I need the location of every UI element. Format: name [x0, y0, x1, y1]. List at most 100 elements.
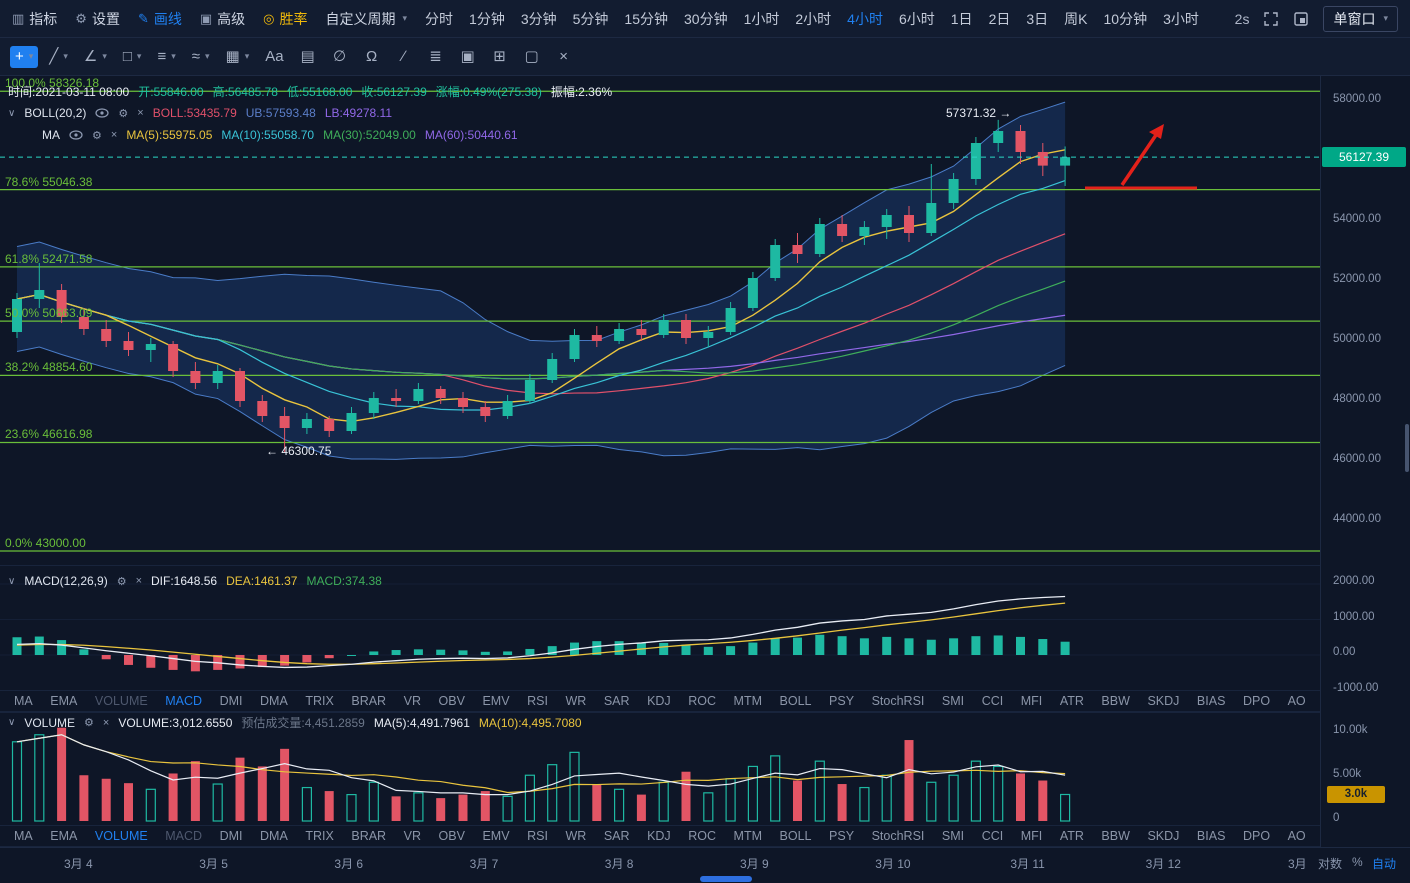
- settings-menu[interactable]: ⚙ 设置: [75, 9, 120, 29]
- tab-skdj[interactable]: SKDJ: [1147, 694, 1180, 708]
- indicators-menu[interactable]: ▥ 指标: [12, 9, 57, 29]
- eraser-tool[interactable]: ∅: [327, 46, 353, 68]
- tab-psy[interactable]: PSY: [829, 829, 855, 843]
- tab-trix[interactable]: TRIX: [305, 829, 334, 843]
- trendline-tool[interactable]: ╱ ▾: [44, 46, 73, 68]
- tab-macd[interactable]: MACD: [165, 694, 203, 708]
- shape-tool[interactable]: □ ▾: [118, 46, 147, 68]
- interval-2日[interactable]: 2日: [988, 10, 1011, 27]
- close-icon[interactable]: ×: [135, 575, 143, 587]
- tab-dmi[interactable]: DMI: [219, 694, 243, 708]
- tab-dma[interactable]: DMA: [260, 829, 288, 843]
- tab-brar[interactable]: BRAR: [351, 694, 387, 708]
- tab-bias[interactable]: BIAS: [1196, 829, 1226, 843]
- draw-menu[interactable]: ✎ 画线: [138, 9, 182, 29]
- refresh-rate-label[interactable]: 2s: [1234, 10, 1250, 27]
- gear-icon[interactable]: ⚙: [92, 129, 102, 142]
- screenshot-tool[interactable]: ▢: [519, 46, 545, 68]
- magnet-tool[interactable]: Ω: [359, 46, 385, 68]
- tab-cci[interactable]: CCI: [981, 694, 1004, 708]
- tab-dpo[interactable]: DPO: [1242, 829, 1271, 843]
- interval-3小时[interactable]: 3小时: [1163, 10, 1199, 27]
- tab-obv[interactable]: OBV: [438, 694, 465, 708]
- eye-icon[interactable]: [69, 130, 83, 140]
- interval-2小时[interactable]: 2小时: [795, 10, 832, 27]
- tab-ema[interactable]: EMA: [50, 694, 78, 708]
- tab-boll[interactable]: BOLL: [779, 694, 812, 708]
- tab-emv[interactable]: EMV: [482, 829, 510, 843]
- tab-sar[interactable]: SAR: [603, 694, 630, 708]
- interval-分时[interactable]: 分时: [425, 10, 454, 27]
- eye-icon[interactable]: [95, 108, 109, 118]
- tab-mfi[interactable]: MFI: [1020, 829, 1043, 843]
- tab-skdj[interactable]: SKDJ: [1147, 829, 1180, 843]
- fib-tool[interactable]: ▤: [295, 46, 321, 68]
- collapse-chevron-icon[interactable]: ∨: [8, 717, 16, 728]
- tab-obv[interactable]: OBV: [438, 829, 465, 843]
- close-icon[interactable]: ×: [102, 716, 110, 729]
- vertical-scrollbar-thumb[interactable]: [1405, 424, 1409, 472]
- trash-tool[interactable]: ×: [551, 46, 577, 68]
- tab-volume[interactable]: VOLUME: [94, 694, 148, 708]
- tab-roc[interactable]: ROC: [688, 694, 716, 708]
- window-mode-dropdown[interactable]: 单窗口 ▾: [1323, 5, 1398, 32]
- collapse-chevron-icon[interactable]: ∨: [8, 575, 16, 587]
- popup-window-icon[interactable]: [1293, 11, 1309, 27]
- tab-atr[interactable]: ATR: [1059, 694, 1084, 708]
- tab-roc[interactable]: ROC: [688, 829, 716, 843]
- tab-smi[interactable]: SMI: [941, 829, 965, 843]
- tab-wr[interactable]: WR: [565, 694, 587, 708]
- tab-atr[interactable]: ATR: [1059, 829, 1084, 843]
- tab-rsi[interactable]: RSI: [527, 694, 548, 708]
- tab-dma[interactable]: DMA: [260, 694, 288, 708]
- interval-10分钟[interactable]: 10分钟: [1103, 10, 1148, 27]
- tab-sar[interactable]: SAR: [603, 829, 630, 843]
- tab-ao[interactable]: AO: [1287, 694, 1306, 708]
- macd-chart-canvas[interactable]: [0, 565, 1320, 690]
- tab-vr[interactable]: VR: [403, 694, 421, 708]
- gear-icon[interactable]: ⚙: [116, 575, 127, 588]
- tab-macd[interactable]: MACD: [165, 829, 203, 843]
- copy-tool[interactable]: ⊞: [487, 46, 513, 68]
- log-scale-toggle[interactable]: 对数: [1318, 857, 1343, 871]
- tab-bbw[interactable]: BBW: [1101, 829, 1130, 843]
- tab-volume[interactable]: VOLUME: [94, 829, 148, 843]
- custom-period-dropdown[interactable]: 自定义周期 ▾: [326, 9, 408, 29]
- tab-ma[interactable]: MA: [14, 694, 33, 708]
- tab-mfi[interactable]: MFI: [1020, 694, 1043, 708]
- tab-trix[interactable]: TRIX: [305, 694, 334, 708]
- auto-scale-toggle[interactable]: 自动: [1372, 857, 1397, 871]
- tab-ao[interactable]: AO: [1287, 829, 1306, 843]
- tab-bbw[interactable]: BBW: [1101, 694, 1130, 708]
- tab-brar[interactable]: BRAR: [351, 829, 387, 843]
- tab-ema[interactable]: EMA: [50, 829, 78, 843]
- interval-1日[interactable]: 1日: [950, 10, 973, 27]
- tab-psy[interactable]: PSY: [829, 694, 855, 708]
- text-tool[interactable]: Aa: [260, 46, 288, 68]
- interval-1分钟[interactable]: 1分钟: [469, 10, 505, 27]
- tab-dpo[interactable]: DPO: [1242, 694, 1271, 708]
- main-chart-canvas[interactable]: [0, 76, 1320, 565]
- tab-mtm[interactable]: MTM: [733, 694, 762, 708]
- gear-icon[interactable]: ⚙: [118, 107, 129, 120]
- collapse-chevron-icon[interactable]: ∨: [8, 107, 16, 119]
- interval-6小时[interactable]: 6小时: [898, 10, 935, 27]
- tab-wr[interactable]: WR: [565, 829, 587, 843]
- advanced-menu[interactable]: ▣ 高级: [200, 9, 245, 29]
- fullscreen-icon[interactable]: [1263, 11, 1279, 27]
- tab-dmi[interactable]: DMI: [219, 829, 243, 843]
- tab-mtm[interactable]: MTM: [733, 829, 762, 843]
- interval-周K[interactable]: 周K: [1064, 10, 1088, 27]
- close-icon[interactable]: ×: [110, 129, 118, 141]
- parallel-lines-tool[interactable]: ≡ ▾: [152, 46, 180, 68]
- tab-cci[interactable]: CCI: [981, 829, 1004, 843]
- close-icon[interactable]: ×: [137, 107, 144, 119]
- pattern-tool[interactable]: ≣: [423, 46, 449, 68]
- angle-line-tool[interactable]: ∠ ▾: [79, 46, 112, 68]
- tab-emv[interactable]: EMV: [482, 694, 510, 708]
- tab-rsi[interactable]: RSI: [527, 829, 548, 843]
- winrate-menu[interactable]: ◎ 胜率: [263, 9, 307, 29]
- interval-1小时[interactable]: 1小时: [743, 10, 780, 27]
- tab-bias[interactable]: BIAS: [1196, 694, 1226, 708]
- crosshair-tool[interactable]: + ▾: [10, 45, 39, 68]
